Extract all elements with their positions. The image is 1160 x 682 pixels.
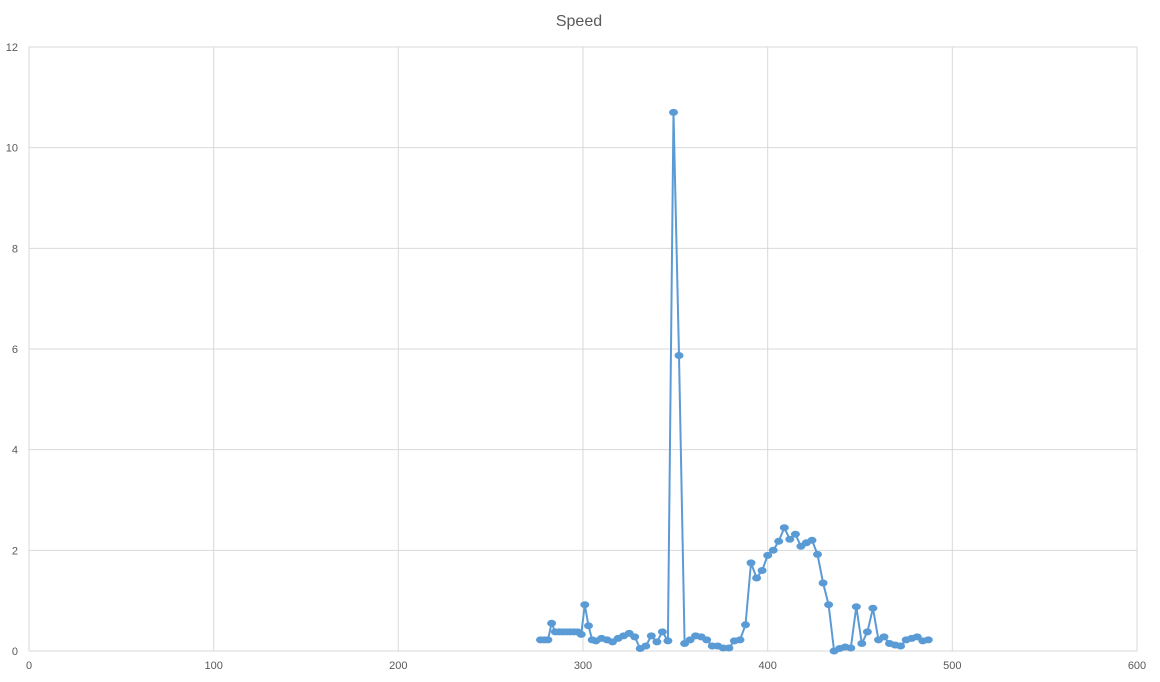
data-point	[813, 550, 822, 558]
data-point	[646, 632, 656, 640]
x-tick-label: 500	[943, 660, 961, 672]
data-point	[807, 536, 817, 544]
data-point	[702, 636, 712, 644]
data-point	[790, 530, 800, 538]
data-point	[584, 622, 593, 630]
data-point	[674, 352, 684, 359]
x-tick-label: 0	[26, 660, 32, 672]
data-point	[763, 551, 773, 559]
speed-series	[536, 108, 933, 655]
y-tick-label: 4	[12, 445, 18, 457]
data-point	[785, 535, 795, 543]
data-point	[818, 579, 828, 587]
data-point	[735, 636, 745, 644]
data-point	[857, 640, 867, 647]
data-point	[757, 567, 767, 574]
y-tick-label: 8	[12, 243, 18, 255]
y-tick-label: 10	[6, 143, 18, 155]
data-point	[752, 574, 762, 582]
data-point	[657, 628, 667, 636]
data-point	[774, 537, 784, 545]
data-point	[768, 546, 778, 554]
x-tick-label: 400	[758, 660, 776, 672]
y-tick-label: 2	[12, 545, 18, 557]
data-point	[851, 603, 861, 611]
data-point	[923, 636, 933, 644]
data-point	[824, 601, 834, 609]
data-point	[547, 619, 557, 627]
data-point	[846, 644, 856, 652]
data-point	[641, 642, 651, 650]
data-point	[746, 559, 756, 567]
data-point	[868, 604, 878, 612]
series-line	[540, 111, 929, 652]
data-point	[543, 636, 553, 644]
y-tick-label: 12	[6, 42, 18, 54]
data-point	[652, 638, 662, 646]
data-point	[663, 637, 673, 645]
x-tick-label: 300	[574, 660, 592, 672]
data-point	[580, 601, 590, 609]
data-point	[576, 630, 586, 638]
axis-tick-labels: 0 100 200 300 400 500 600 0 2 4 6 8 10 12	[6, 42, 1146, 672]
chart-title: Speed	[556, 13, 602, 30]
data-point	[669, 108, 678, 116]
data-point	[724, 644, 734, 652]
gridlines	[28, 46, 1138, 652]
data-point	[862, 628, 872, 636]
data-point	[741, 621, 750, 629]
x-tick-label: 200	[389, 660, 407, 672]
x-tick-label: 600	[1128, 660, 1146, 672]
data-point	[779, 524, 789, 532]
data-point	[879, 633, 889, 641]
y-tick-label: 0	[12, 646, 18, 658]
y-tick-label: 6	[12, 344, 18, 356]
data-point	[896, 642, 906, 650]
data-point	[630, 633, 640, 641]
x-tick-label: 100	[204, 660, 222, 672]
